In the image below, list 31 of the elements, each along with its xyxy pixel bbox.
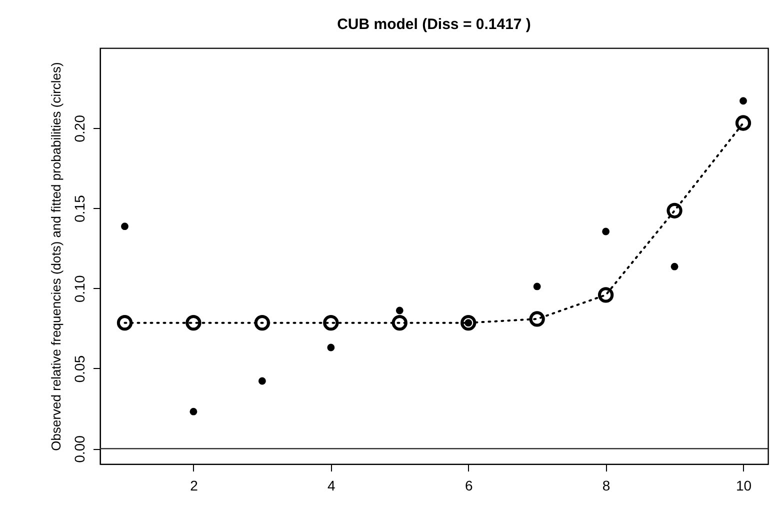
- x-tick-label: 4: [328, 478, 336, 494]
- point: [186, 315, 202, 331]
- point: [396, 306, 404, 314]
- point: [254, 315, 270, 331]
- point: [602, 228, 610, 236]
- y-tick-label: 0.05: [72, 355, 88, 383]
- point: [598, 287, 614, 303]
- point: [529, 311, 545, 327]
- y-tick-label: 0.00: [72, 435, 88, 463]
- x-tick-label: 2: [190, 478, 198, 494]
- point: [190, 408, 198, 416]
- y-tick-label: 0.20: [72, 114, 88, 142]
- x-tick-label: 10: [736, 478, 752, 494]
- point: [323, 315, 339, 331]
- y-tick-label: 0.10: [72, 275, 88, 302]
- point: [460, 315, 476, 331]
- point: [121, 222, 128, 230]
- chart-title: CUB model (Diss = 0.1417 ): [337, 16, 531, 33]
- y-axis-title: Observed relative frequencies (dots) and fitted probabilities (circles): [48, 62, 64, 451]
- point: [116, 315, 133, 331]
- point: [533, 282, 541, 290]
- point: [666, 202, 682, 218]
- point: [735, 115, 752, 131]
- point: [327, 344, 335, 352]
- x-tick-label: 6: [464, 478, 473, 494]
- point: [670, 262, 678, 270]
- point: [740, 97, 747, 105]
- point: [392, 315, 408, 331]
- point: [258, 377, 266, 385]
- x-tick-label: 8: [602, 478, 610, 494]
- y-tick-label: 0.15: [72, 194, 88, 222]
